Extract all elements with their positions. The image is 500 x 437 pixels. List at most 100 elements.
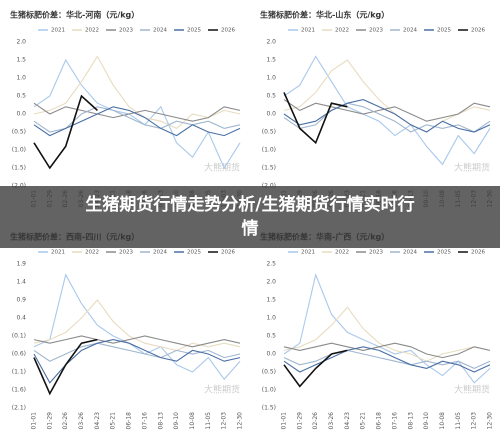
y-tick-label: 2.0: [16, 39, 26, 46]
legend-label: 2022: [335, 250, 349, 256]
series-line: [33, 338, 98, 396]
series-line: [283, 59, 491, 133]
y-tick-label: 2.0: [266, 279, 276, 286]
y-tick-label: (2.1): [12, 405, 26, 412]
watermark: 大熊期货: [204, 162, 240, 174]
y-tick-label: (1.5): [12, 165, 26, 172]
legend-label: 2021: [301, 28, 315, 34]
series-line: [283, 99, 491, 133]
x-tick-label: 01-29: [46, 412, 53, 430]
x-tick-label: 04-23: [344, 412, 351, 430]
y-tick-label: 1.9: [16, 261, 26, 268]
series-line: [33, 106, 241, 133]
legend-label: 2022: [85, 250, 99, 256]
y-tick-label: 1.0: [266, 315, 276, 322]
y-tick-label: 0.4: [16, 315, 26, 322]
legend-label: 2026: [221, 28, 235, 34]
series-line: [33, 106, 241, 137]
x-tick-label: 10-08: [439, 412, 446, 430]
x-tick-label: 08-13: [157, 412, 164, 430]
series-line: [33, 299, 241, 351]
x-tick-label: 03-26: [78, 412, 85, 430]
legend-label: 2023: [369, 28, 383, 34]
x-tick-label: 10-08: [189, 412, 196, 430]
legend-label: 2026: [221, 250, 235, 256]
legend-label: 2023: [119, 28, 133, 34]
legend-label: 2023: [369, 250, 383, 256]
y-tick-label: 1.5: [266, 57, 276, 64]
chart-title: 生猪标肥价差：华北-山东（元/kg）: [260, 10, 389, 20]
y-tick-label: 0.0: [16, 111, 26, 118]
legend-label: 2026: [471, 28, 485, 34]
y-tick-label: 1.0: [266, 75, 276, 82]
y-tick-label: 0.5: [16, 93, 26, 100]
x-tick-label: 02-26: [312, 412, 319, 430]
x-tick-label: 08-13: [407, 412, 414, 430]
y-tick-label: 1.4: [16, 279, 26, 286]
x-tick-label: 07-16: [141, 412, 148, 430]
legend-label: 2025: [187, 250, 201, 256]
series-line: [283, 272, 491, 384]
y-tick-label: 0.9: [16, 297, 26, 304]
y-tick-label: 2.0: [266, 39, 276, 46]
x-tick-label: 11-05: [455, 412, 462, 430]
legend-label: 2024: [403, 28, 417, 34]
series-line: [283, 346, 491, 373]
series-line: [33, 94, 98, 170]
series-line: [33, 102, 241, 122]
series-line: [283, 349, 348, 388]
legend-label: 2026: [471, 250, 485, 256]
x-tick-label: 12-30: [237, 412, 244, 430]
x-tick-label: 11-05: [205, 412, 212, 430]
y-tick-label: 1.5: [16, 57, 26, 64]
x-tick-label: 04-23: [94, 412, 101, 430]
watermark: 大熊期货: [454, 162, 490, 174]
y-tick-label: 0.0: [266, 111, 276, 118]
watermark: 大熊期货: [204, 384, 240, 396]
y-tick-label: (1.5): [262, 165, 276, 172]
y-tick-label: (1.5): [262, 405, 276, 412]
series-line: [33, 335, 241, 348]
y-tick-label: (1.0): [262, 147, 276, 154]
x-tick-label: 02-26: [62, 412, 69, 430]
series-line: [33, 273, 241, 381]
series-line: [283, 306, 491, 362]
series-line: [33, 58, 241, 170]
series-line: [283, 92, 348, 145]
x-tick-label: 06-18: [126, 412, 133, 430]
y-tick-label: 0.5: [266, 333, 276, 340]
series-line: [283, 342, 491, 359]
x-tick-label: 12-03: [221, 412, 228, 430]
legend-label: 2022: [85, 28, 99, 34]
y-tick-label: (0.5): [12, 129, 26, 136]
x-tick-label: 12-30: [487, 412, 494, 430]
series-line: [283, 349, 491, 370]
y-tick-label: 1.0: [16, 75, 26, 82]
legend-label: 2025: [437, 250, 451, 256]
y-tick-label: (0.5): [262, 129, 276, 136]
y-tick-label: 0.0: [266, 351, 276, 358]
series-line: [283, 99, 491, 122]
x-tick-label: 01-01: [31, 412, 38, 430]
y-tick-label: 2.5: [266, 261, 276, 268]
x-tick-label: 07-16: [391, 412, 398, 430]
y-tick-label: (1.0): [12, 147, 26, 154]
series-line: [33, 342, 241, 362]
y-tick-label: (0.5): [262, 369, 276, 376]
legend-label: 2024: [403, 250, 417, 256]
legend-label: 2021: [301, 250, 315, 256]
x-tick-label: 12-03: [471, 412, 478, 430]
y-tick-label: (0.1): [12, 333, 26, 340]
legend-label: 2022: [335, 28, 349, 34]
x-tick-label: 09-10: [423, 412, 430, 430]
y-tick-label: (1.6): [12, 387, 26, 394]
chart-title: 生猪标肥价差：华北-河南（元/kg）: [10, 10, 139, 20]
series-line: [283, 55, 491, 166]
x-tick-label: 03-26: [328, 412, 335, 430]
legend-label: 2025: [437, 28, 451, 34]
banner: 生猪期货行情走势分析/生猪期货行情实时行情: [0, 186, 500, 248]
x-tick-label: 01-29: [296, 412, 303, 430]
y-tick-label: 1.5: [266, 297, 276, 304]
x-tick-label: 05-21: [110, 412, 117, 430]
